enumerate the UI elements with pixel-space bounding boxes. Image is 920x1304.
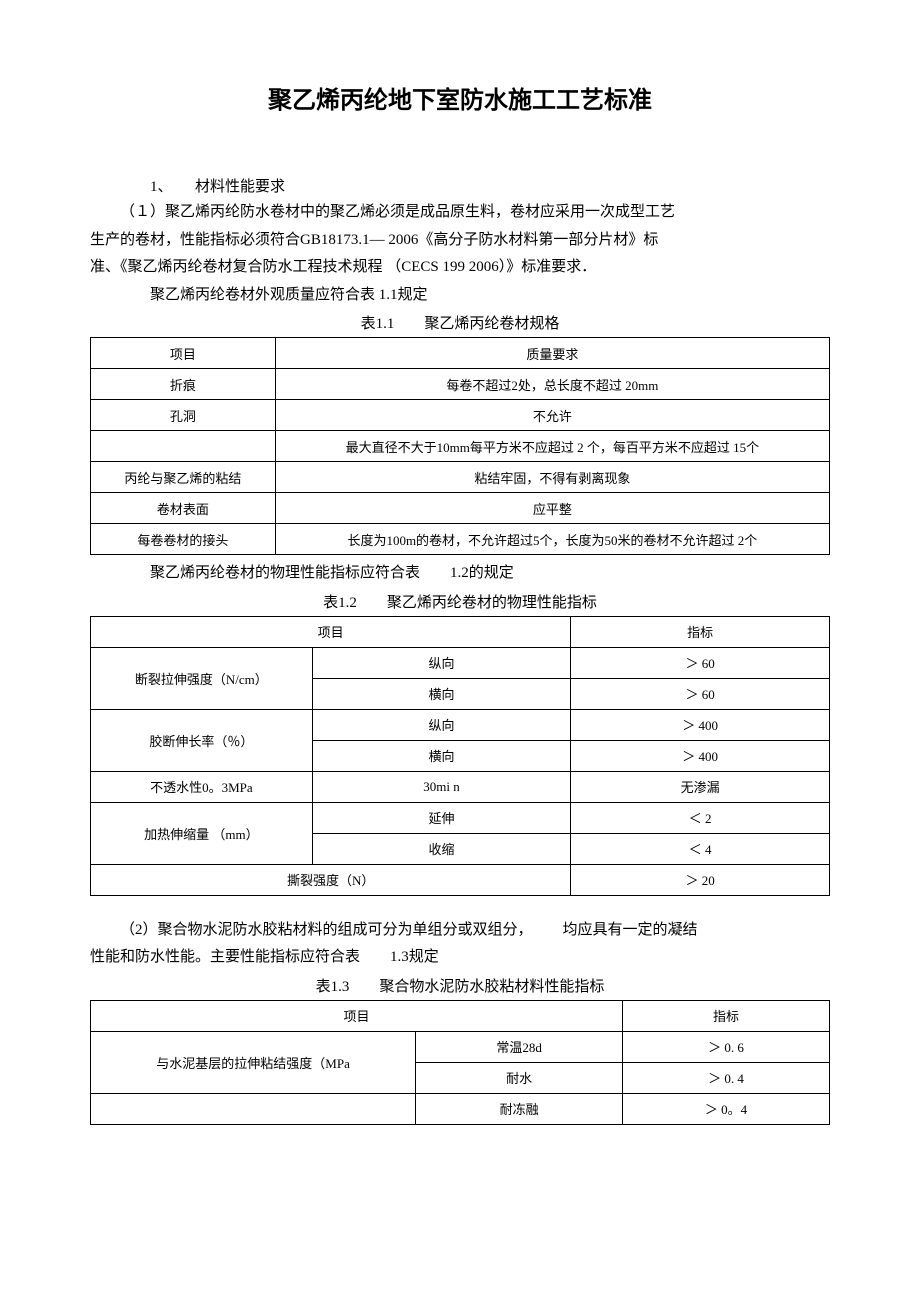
cell: ＞ 400 (571, 740, 830, 771)
cell: 不允许 (275, 400, 829, 431)
table3-caption: 表1.3 聚合物水泥防水胶粘材料性能指标 (90, 975, 830, 996)
para-1a: （１）聚乙烯丙纶防水卷材中的聚乙烯必须是成品原生料，卷材应采用一次成型工艺 (90, 200, 830, 226)
cell: ＞ 20 (571, 864, 830, 895)
para-2: 聚乙烯丙纶卷材外观质量应符合表 1.1规定 (150, 283, 830, 309)
table-row: 耐冻融 ＞ 0。4 (91, 1093, 830, 1124)
cell: 粘结牢固，不得有剥离现象 (275, 462, 829, 493)
table-row: 不透水性0。3MPa 30mi n 无渗漏 (91, 771, 830, 802)
cell: 丙纶与聚乙烯的粘结 (91, 462, 276, 493)
cell: 收缩 (312, 833, 571, 864)
table-2: 项目 指标 断裂拉伸强度（N/cm） 纵向 ＞ 60 横向 ＞ 60 胶断伸长率… (90, 616, 830, 896)
section-1-heading: 1、 材料性能要求 (150, 175, 830, 196)
table-row: 最大直径不大于10mm每平方米不应超过 2 个，每百平方米不应超过 15个 (91, 431, 830, 462)
table-1: 项目 质量要求 折痕 每卷不超过2处，总长度不超过 20mm 孔洞 不允许 最大… (90, 337, 830, 555)
cell: 质量要求 (275, 338, 829, 369)
table-row: 卷材表面 应平整 (91, 493, 830, 524)
mid-para-2b: 性能和防水性能。主要性能指标应符合表 1.3规定 (90, 945, 830, 971)
cell: 每卷卷材的接头 (91, 524, 276, 555)
cell: 孔洞 (91, 400, 276, 431)
table-row: 项目 指标 (91, 1000, 830, 1031)
mid-2a-text: （2）聚合物水泥防水胶粘材料的组成可分为单组分或双组分， (120, 922, 533, 938)
table-3: 项目 指标 与水泥基层的拉伸粘结强度（MPa 常温28d ＞ 0. 6 耐水 ＞… (90, 1000, 830, 1125)
cell: 不透水性0。3MPa (91, 771, 313, 802)
para-1c: 准、《聚乙烯丙纶卷材复合防水工程技术规程 （CECS 199 2006）》标准要… (90, 255, 830, 281)
cell: 耐冻融 (416, 1093, 623, 1124)
cell: 与水泥基层的拉伸粘结强度（MPa (91, 1031, 416, 1093)
cell: 卷材表面 (91, 493, 276, 524)
cell: ＞ 0. 4 (623, 1062, 830, 1093)
table-row: 丙纶与聚乙烯的粘结 粘结牢固，不得有剥离现象 (91, 462, 830, 493)
cell: 最大直径不大于10mm每平方米不应超过 2 个，每百平方米不应超过 15个 (275, 431, 829, 462)
cell: 耐水 (416, 1062, 623, 1093)
cell: ＞ 60 (571, 647, 830, 678)
table-row: 胶断伸长率（％） 纵向 ＞ 400 (91, 709, 830, 740)
cell: 常温28d (416, 1031, 623, 1062)
table1-caption: 表1.1 聚乙烯丙纶卷材规格 (90, 312, 830, 333)
cell: 横向 (312, 740, 571, 771)
table2-caption: 表1.2 聚乙烯丙纶卷材的物理性能指标 (90, 591, 830, 612)
mid-para-1: 聚乙烯丙纶卷材的物理性能指标应符合表 1.2的规定 (150, 561, 830, 587)
cell: 项目 (91, 1000, 623, 1031)
cell: 断裂拉伸强度（N/cm） (91, 647, 313, 709)
table-row: 加热伸缩量 （mm） 延伸 ＜ 2 (91, 802, 830, 833)
table-row: 每卷卷材的接头 长度为100m的卷材，不允许超过5个，长度为50米的卷材不允许超… (91, 524, 830, 555)
cell: 指标 (571, 616, 830, 647)
mid-2a-tail: 均应具有一定的凝结 (563, 922, 698, 938)
cell: 胶断伸长率（％） (91, 709, 313, 771)
table-row: 断裂拉伸强度（N/cm） 纵向 ＞ 60 (91, 647, 830, 678)
table-row: 与水泥基层的拉伸粘结强度（MPa 常温28d ＞ 0. 6 (91, 1031, 830, 1062)
cell (91, 1093, 416, 1124)
cell: 无渗漏 (571, 771, 830, 802)
cell: 30mi n (312, 771, 571, 802)
cell: 应平整 (275, 493, 829, 524)
cell: 指标 (623, 1000, 830, 1031)
page-title: 聚乙烯丙纶地下室防水施工工艺标准 (90, 80, 830, 115)
cell (91, 431, 276, 462)
para-1b: 生产的卷材，性能指标必须符合GB18173.1— 2006《高分子防水材料第一部… (90, 228, 830, 254)
cell: 折痕 (91, 369, 276, 400)
cell: 项目 (91, 338, 276, 369)
table-row: 折痕 每卷不超过2处，总长度不超过 20mm (91, 369, 830, 400)
cell: 每卷不超过2处，总长度不超过 20mm (275, 369, 829, 400)
cell: ＜ 2 (571, 802, 830, 833)
cell: ＜ 4 (571, 833, 830, 864)
cell: ＞ 0。4 (623, 1093, 830, 1124)
table-row: 项目 指标 (91, 616, 830, 647)
cell: 加热伸缩量 （mm） (91, 802, 313, 864)
cell: ＞ 0. 6 (623, 1031, 830, 1062)
cell: 延伸 (312, 802, 571, 833)
cell: ＞ 400 (571, 709, 830, 740)
table-row: 撕裂强度（N） ＞ 20 (91, 864, 830, 895)
cell: 纵向 (312, 709, 571, 740)
cell: ＞ 60 (571, 678, 830, 709)
cell: 横向 (312, 678, 571, 709)
cell: 长度为100m的卷材，不允许超过5个，长度为50米的卷材不允许超过 2个 (275, 524, 829, 555)
mid-para-2a: （2）聚合物水泥防水胶粘材料的组成可分为单组分或双组分， 均应具有一定的凝结 (90, 918, 830, 944)
cell: 项目 (91, 616, 571, 647)
cell: 纵向 (312, 647, 571, 678)
cell: 撕裂强度（N） (91, 864, 571, 895)
table-row: 孔洞 不允许 (91, 400, 830, 431)
table-row: 项目 质量要求 (91, 338, 830, 369)
